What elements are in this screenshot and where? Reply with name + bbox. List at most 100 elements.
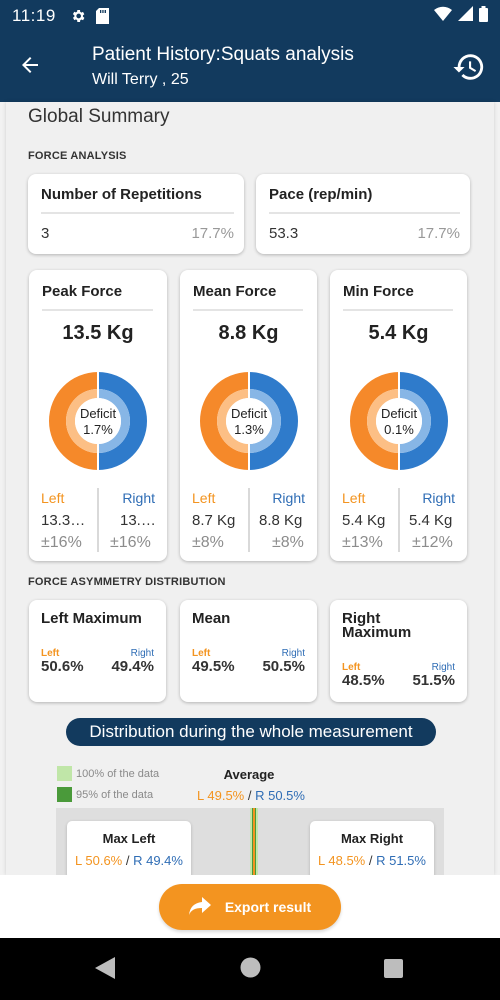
asymmetry-right-label: Right [281, 648, 305, 659]
right-value: 8.8 Kg [259, 512, 303, 529]
battery-icon [479, 5, 488, 27]
summary-scroll-area[interactable]: Global Summary FORCE ANALYSIS Number of … [6, 102, 494, 875]
left-label: Left [192, 490, 216, 506]
donut-right-inner [98, 389, 130, 453]
settings-gear-icon [70, 8, 86, 24]
deficit-value: 0.1% [384, 422, 414, 437]
status-bar: 11:19 [0, 0, 500, 32]
history-button[interactable] [452, 50, 486, 84]
left-sd: ±16% [41, 534, 82, 551]
asymmetry-card-title: Right Maximum [342, 610, 412, 641]
max-right-value: L 48.5% / R 51.5% [310, 853, 434, 868]
page-title: Patient History:Squats analysis [92, 44, 354, 65]
left-label: Left [41, 490, 65, 506]
deficit-readout: Deficit 0.1% [350, 406, 448, 438]
deficit-label: Deficit [230, 406, 268, 421]
divider [269, 212, 460, 214]
legend-100-label: 100% of the data [76, 768, 160, 780]
force-card-title: Mean Force [193, 283, 277, 300]
right-label: Right [272, 490, 305, 506]
sd-card-icon [95, 8, 109, 24]
average-left-value: L 49.5% [197, 788, 245, 803]
right-sd: ±8% [272, 534, 304, 551]
right-label: Right [422, 490, 455, 506]
max-right-card: Max Right L 48.5% / R 51.5% [310, 821, 434, 875]
asymmetry-left-label: Left [192, 648, 211, 659]
max-right-title: Max Right [340, 831, 404, 846]
asymmetry-right-value: 51.5% [412, 672, 455, 689]
asymmetry-card-left-maximum: Left Maximum Left Right 50.6% 49.4% [29, 600, 166, 702]
max-left-separator: / [122, 853, 134, 868]
asymmetry-right-label: Right [431, 662, 455, 673]
max-right-r: R 51.5% [376, 853, 426, 868]
average-separator: / [244, 788, 256, 803]
donut-right-inner [249, 389, 281, 453]
asymmetry-left-value: 50.6% [41, 658, 84, 675]
left-value: 5.4 Kg [342, 512, 386, 529]
export-result-button[interactable]: Export result [159, 884, 341, 930]
divider [248, 488, 250, 552]
average-right-value: R 50.5% [255, 788, 305, 803]
force-value: 5.4 Kg [368, 322, 429, 344]
divider [97, 488, 99, 552]
asymmetry-right-value: 49.4% [111, 658, 154, 675]
donut-left-inner [66, 389, 98, 453]
force-analysis-label: FORCE ANALYSIS [28, 150, 127, 162]
deficit-value: 1.7% [83, 422, 113, 437]
legend-swatch-95 [57, 787, 72, 802]
asymmetry-card-title: Mean [192, 610, 231, 627]
min-force-card: Min Force 5.4 Kg Deficit 0.1% Left Right… [330, 270, 467, 561]
force-donut-chart [200, 372, 298, 470]
donut-right-outer [249, 372, 298, 470]
asymmetry-right-label: Right [130, 648, 154, 659]
nav-home-button[interactable] [240, 957, 261, 983]
system-nav-bar [0, 938, 500, 1000]
force-card-title: Peak Force [42, 283, 123, 300]
asymmetry-card-title: Left Maximum [41, 610, 142, 627]
back-button[interactable] [0, 32, 60, 102]
pace-label: Pace (rep/min) [269, 186, 373, 203]
right-sd: ±16% [110, 534, 151, 551]
divider [193, 309, 303, 311]
max-left-value: L 50.6% / R 49.4% [67, 853, 191, 868]
nav-recents-button[interactable] [384, 959, 403, 983]
deficit-label: Deficit [380, 406, 418, 421]
export-result-label: Export result [224, 899, 312, 915]
pace-card: Pace (rep/min) 53.3 17.7% [256, 174, 470, 254]
left-sd: ±8% [192, 534, 224, 551]
deficit-label: Deficit [79, 406, 117, 421]
asymmetry-left-value: 48.5% [342, 672, 385, 689]
force-card-title: Min Force [343, 283, 414, 300]
repetitions-pct: 17.7% [191, 225, 234, 242]
left-sd: ±13% [342, 534, 383, 551]
max-left-title: Max Left [102, 831, 156, 846]
average-title: Average [223, 767, 275, 782]
force-asymmetry-label: FORCE ASYMMETRY DISTRIBUTION [28, 576, 226, 588]
donut-right-outer [98, 372, 147, 470]
donut-right-outer [399, 372, 448, 470]
nav-back-button[interactable] [95, 957, 115, 984]
deficit-readout: Deficit 1.3% [200, 406, 298, 438]
donut-left-inner [367, 389, 399, 453]
divider [343, 309, 453, 311]
donut-left-inner [217, 389, 249, 453]
right-value: 13.… [120, 512, 156, 529]
donut-left-outer [49, 372, 98, 470]
legend-95-label: 95% of the data [76, 789, 154, 801]
force-donut-chart [49, 372, 147, 470]
right-sd: ±12% [412, 534, 453, 551]
circle-home-icon [240, 957, 261, 982]
deficit-readout: Deficit 1.7% [49, 406, 147, 438]
divider [42, 309, 153, 311]
signal-icon [458, 6, 473, 26]
repetitions-card: Number of Repetitions 3 17.7% [28, 174, 244, 254]
distribution-heading: Distribution during the whole measuremen… [66, 718, 436, 746]
asymmetry-card-mean: Mean Left Right 49.5% 50.5% [180, 600, 317, 702]
pace-value: 53.3 [269, 225, 299, 242]
max-left-card: Max Left L 50.6% / R 49.4% [67, 821, 191, 875]
arrow-left-icon [18, 53, 42, 82]
force-value: 13.5 Kg [62, 322, 134, 344]
square-recents-icon [384, 959, 403, 982]
donut-left-outer [200, 372, 249, 470]
left-label: Left [342, 490, 366, 506]
